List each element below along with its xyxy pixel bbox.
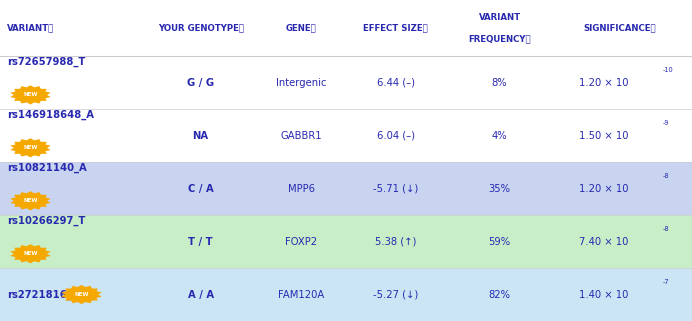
Text: EFFECT SIZEⓘ: EFFECT SIZEⓘ <box>363 23 428 33</box>
Text: rs10821140_A: rs10821140_A <box>7 163 86 173</box>
Text: 8%: 8% <box>492 78 507 88</box>
Text: G / G: G / G <box>187 78 215 88</box>
Text: rs2721816_A: rs2721816_A <box>7 290 80 299</box>
Text: YOUR GENOTYPEⓘ: YOUR GENOTYPEⓘ <box>158 23 244 33</box>
Text: 82%: 82% <box>489 290 511 299</box>
Text: FAM120A: FAM120A <box>278 290 324 299</box>
Text: NEW: NEW <box>24 92 37 97</box>
Text: VARIANTⓘ: VARIANTⓘ <box>7 23 54 33</box>
Text: NA: NA <box>192 131 209 141</box>
Text: VARIANT: VARIANT <box>479 13 520 22</box>
Text: 35%: 35% <box>489 184 511 194</box>
Polygon shape <box>10 138 51 158</box>
Text: -7: -7 <box>662 279 669 285</box>
Text: FOXP2: FOXP2 <box>285 237 317 247</box>
Polygon shape <box>10 244 51 263</box>
Text: rs146918648_A: rs146918648_A <box>7 110 94 120</box>
Text: -8: -8 <box>662 173 669 179</box>
Text: 6.04 (–): 6.04 (–) <box>377 131 415 141</box>
Text: -5.27 (↓): -5.27 (↓) <box>373 290 419 299</box>
Bar <box>0 109 692 162</box>
Text: 1.40 × 10: 1.40 × 10 <box>579 290 629 299</box>
Text: NEW: NEW <box>24 251 37 256</box>
Text: rs10266297_T: rs10266297_T <box>7 216 85 226</box>
Text: 59%: 59% <box>489 237 511 247</box>
Text: A / A: A / A <box>188 290 214 299</box>
Text: -9: -9 <box>662 120 668 126</box>
Text: 6.44 (–): 6.44 (–) <box>377 78 415 88</box>
Text: 1.20 × 10: 1.20 × 10 <box>579 78 629 88</box>
Bar <box>0 56 692 109</box>
Text: NEW: NEW <box>24 145 37 150</box>
Text: GABBR1: GABBR1 <box>280 131 322 141</box>
Bar <box>0 268 692 321</box>
Text: -5.71 (↓): -5.71 (↓) <box>373 184 419 194</box>
Bar <box>0 215 692 268</box>
Text: 1.50 × 10: 1.50 × 10 <box>579 131 629 141</box>
Text: 5.38 (↑): 5.38 (↑) <box>375 237 417 247</box>
Text: T / T: T / T <box>188 237 213 247</box>
Text: Intergenic: Intergenic <box>276 78 326 88</box>
Text: -10: -10 <box>662 67 673 74</box>
Bar <box>0 0 692 56</box>
Text: MPP6: MPP6 <box>287 184 315 194</box>
Text: 1.20 × 10: 1.20 × 10 <box>579 184 629 194</box>
Polygon shape <box>10 191 51 211</box>
Polygon shape <box>62 285 102 304</box>
Text: 7.40 × 10: 7.40 × 10 <box>579 237 629 247</box>
Text: FREQUENCYⓘ: FREQUENCYⓘ <box>468 34 531 43</box>
Text: 4%: 4% <box>492 131 507 141</box>
Polygon shape <box>10 85 51 105</box>
Text: C / A: C / A <box>188 184 214 194</box>
Text: -8: -8 <box>662 226 669 232</box>
Text: GENEⓘ: GENEⓘ <box>286 23 316 33</box>
Bar <box>0 162 692 215</box>
Text: NEW: NEW <box>74 292 89 297</box>
Text: rs72657988_T: rs72657988_T <box>7 57 85 67</box>
Text: NEW: NEW <box>24 198 37 203</box>
Text: SIGNIFICANCEⓘ: SIGNIFICANCEⓘ <box>583 23 655 33</box>
